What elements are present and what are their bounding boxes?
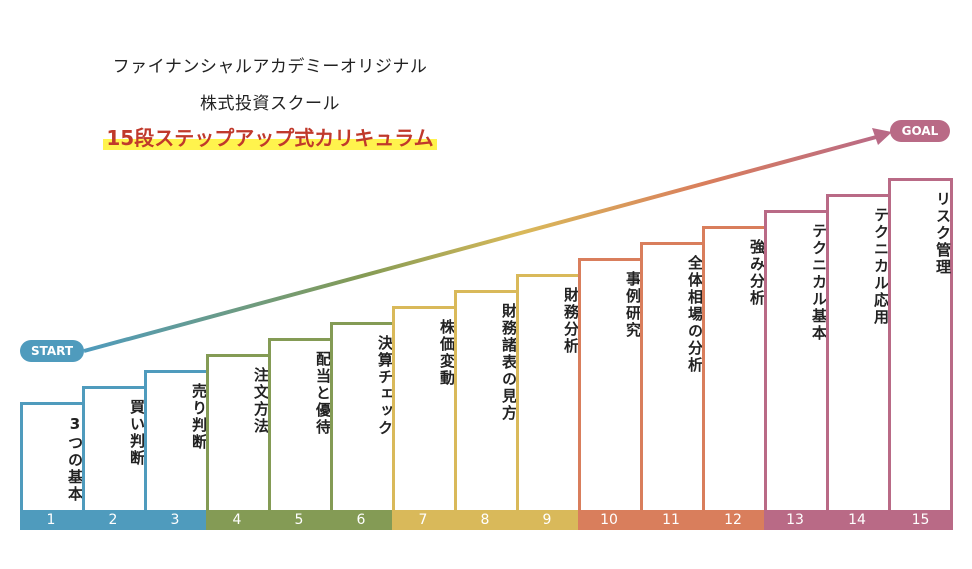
step-number: 6 [330,510,392,530]
step-label: テクニカル応用 [872,207,890,326]
arrow-head [872,128,892,145]
step-8: 財務諸表の見方 [454,290,519,510]
step-number: 8 [454,510,516,530]
step-number: 12 [702,510,764,530]
step-number: 13 [764,510,826,530]
step-label: 財務諸表の見方 [500,303,518,422]
header-line3-text: 15段ステップアップ式カリキュラム [103,126,437,150]
step-11: 全体相場の分析 [640,242,705,510]
step-number: 3 [144,510,206,530]
step-4: 注文方法 [206,354,271,510]
header-line1: ファイナンシャルアカデミーオリジナル [112,57,428,77]
step-3: 売り判断 [144,370,209,510]
start-badge: START [20,340,84,362]
step-number: 1 [20,510,82,530]
step-12: 強み分析 [702,226,767,510]
step-number: 2 [82,510,144,530]
step-number: 14 [826,510,888,530]
step-label: 事例研究 [624,271,642,339]
step-label: 売り判断 [190,383,208,451]
step-label: 財務分析 [562,287,580,355]
step-number: 10 [578,510,640,530]
step-label: 注文方法 [252,367,270,435]
arrow-line [83,134,881,353]
step-number: 11 [640,510,702,530]
step-label: 3つの基本 [66,415,84,503]
step-14: テクニカル応用 [826,194,891,510]
step-15: リスク管理 [888,178,953,510]
goal-badge: GOAL [890,120,950,142]
step-6: 決算チェック [330,322,395,510]
step-number: 9 [516,510,578,530]
step-label: テクニカル基本 [810,223,828,342]
step-label: 買い判断 [128,399,146,467]
step-9: 財務分析 [516,274,581,510]
step-10: 事例研究 [578,258,643,510]
step-number: 4 [206,510,268,530]
header-line2: 株式投資スクール [200,94,340,114]
step-number: 15 [888,510,953,530]
step-2: 買い判断 [82,386,147,510]
step-label: 配当と優待 [314,351,332,436]
step-label: 決算チェック [376,335,394,437]
step-number: 5 [268,510,330,530]
step-13: テクニカル基本 [764,210,829,510]
step-number: 7 [392,510,454,530]
step-5: 配当と優待 [268,338,333,510]
step-label: リスク管理 [934,191,952,276]
step-label: 全体相場の分析 [686,255,704,374]
step-1: 3つの基本 [20,402,85,510]
step-label: 株価変動 [438,319,456,387]
header-line3: 15段ステップアップ式カリキュラム [60,122,480,151]
step-label: 強み分析 [748,239,766,307]
step-7: 株価変動 [392,306,457,510]
